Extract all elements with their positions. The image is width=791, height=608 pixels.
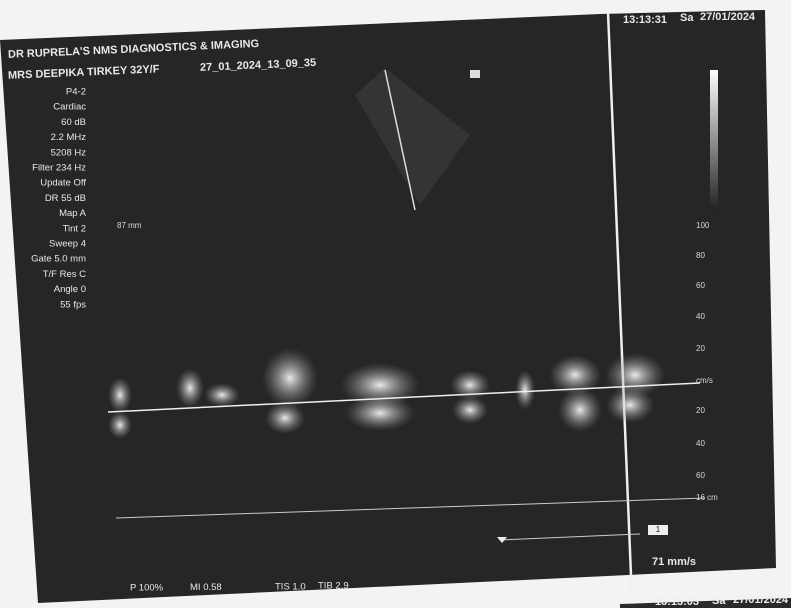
parameter: Sweep 4 [49, 239, 86, 250]
parameter: 55 fps [60, 299, 86, 310]
depth-marker: 87 mm [117, 221, 142, 230]
footer-label: TIS 1.0 [275, 581, 306, 592]
footer-label: MI 0.58 [190, 582, 222, 593]
parameter: DR 55 dB [45, 193, 86, 204]
parameter: P4-2 [66, 87, 86, 98]
sector-thumbnail [355, 68, 470, 205]
parameter: Map A [59, 208, 87, 219]
sweep-line [499, 533, 641, 541]
time: 13:13:31 [623, 14, 667, 26]
footer-label: TIB 2.9 [318, 581, 349, 592]
scale-label: 60 [696, 281, 705, 290]
scale-label: 100 [696, 221, 710, 230]
probe-icon [470, 70, 480, 78]
parameter: T/F Res C [43, 269, 86, 280]
scale-label: 40 [696, 439, 705, 448]
parameter: Filter 234 Hz [32, 163, 86, 174]
next-time: 13:13:03 [655, 596, 699, 608]
next-day: Sa [712, 595, 726, 607]
time-axis [115, 497, 706, 519]
scale-label: 40 [696, 312, 705, 321]
parameter: Gate 5.0 mm [31, 254, 86, 265]
footer-label: P 100% [130, 583, 164, 594]
parameter: 5208 Hz [51, 147, 87, 158]
scale-label: 20 [696, 344, 705, 353]
scale-label: 80 [696, 251, 705, 260]
date: 27/01/2024 [700, 11, 756, 23]
scale-label: 16 cm [696, 493, 718, 502]
next-sheet [620, 598, 791, 608]
parameter: 2.2 MHz [51, 132, 87, 143]
day: Sa [680, 12, 694, 24]
marker-box [648, 525, 668, 535]
gray-bar [710, 70, 718, 210]
sweep-speed: 71 mm/s [652, 556, 696, 568]
parameter: Tint 2 [63, 223, 86, 234]
baseline [107, 382, 701, 413]
next-date: 27/01/2024 [733, 594, 789, 606]
doppler-trace [108, 348, 665, 439]
parameter: Angle 0 [54, 284, 86, 295]
cursor-line [384, 69, 416, 211]
scale-label: 60 [696, 471, 705, 480]
freeze-line [606, 11, 634, 601]
parameter: 60 dB [61, 117, 86, 128]
parameter: Update Off [40, 178, 86, 189]
trace-marker: 1 [656, 525, 661, 534]
scale-label: 20 [696, 406, 705, 415]
scale-label: cm/s [696, 376, 713, 385]
parameter: Cardiac [53, 102, 86, 113]
study-id: 27_01_2024_13_09_35 [200, 57, 317, 74]
scan-screen [0, 10, 776, 603]
sweep-arrow [497, 537, 507, 543]
